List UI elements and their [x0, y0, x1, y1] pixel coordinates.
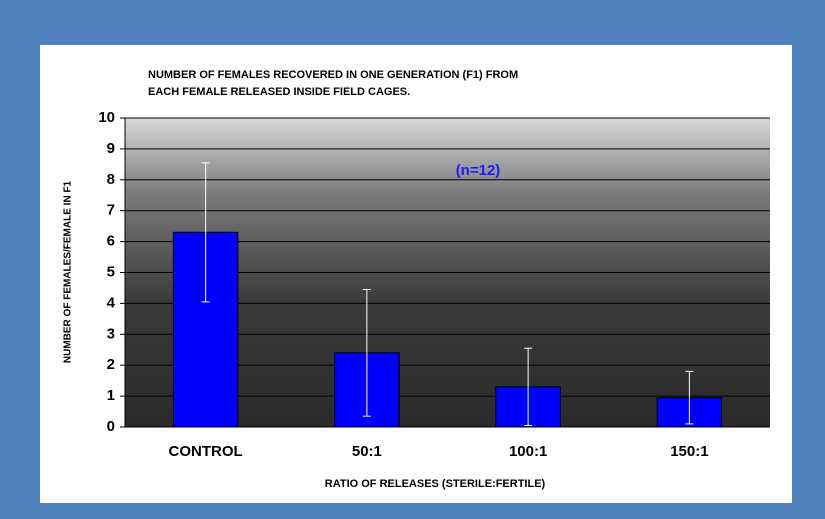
x-axis-label: RATIO OF RELEASES (STERILE:FERTILE)	[325, 478, 546, 490]
y-tick-label: 0	[107, 418, 115, 435]
annotation: (n=12)	[456, 162, 501, 179]
y-tick-label: 8	[107, 171, 115, 188]
y-tick-label: 7	[107, 202, 115, 219]
y-tick-label: 10	[98, 109, 115, 126]
y-tick-label: 6	[107, 233, 115, 250]
y-axis-label: NUMBER OF FEMALES/FEMALE IN F1	[63, 180, 74, 363]
x-tick-label: 50:1	[352, 443, 382, 460]
page: NUMBER OF FEMALES RECOVERED IN ONE GENER…	[0, 0, 825, 519]
x-tick-label: CONTROL	[169, 443, 243, 460]
x-tick-label: 100:1	[509, 443, 547, 460]
chart-title: EACH FEMALE RELEASED INSIDE FIELD CAGES.	[148, 86, 410, 98]
y-tick-label: 5	[107, 263, 115, 280]
y-tick-label: 3	[107, 325, 115, 342]
y-tick-label: 1	[107, 387, 115, 404]
y-tick-label: 9	[107, 140, 115, 157]
y-tick-label: 2	[107, 356, 115, 373]
x-tick-label: 150:1	[670, 443, 708, 460]
chart-title: NUMBER OF FEMALES RECOVERED IN ONE GENER…	[148, 69, 518, 81]
y-tick-label: 4	[107, 294, 116, 311]
chart: NUMBER OF FEMALES RECOVERED IN ONE GENER…	[0, 0, 825, 519]
